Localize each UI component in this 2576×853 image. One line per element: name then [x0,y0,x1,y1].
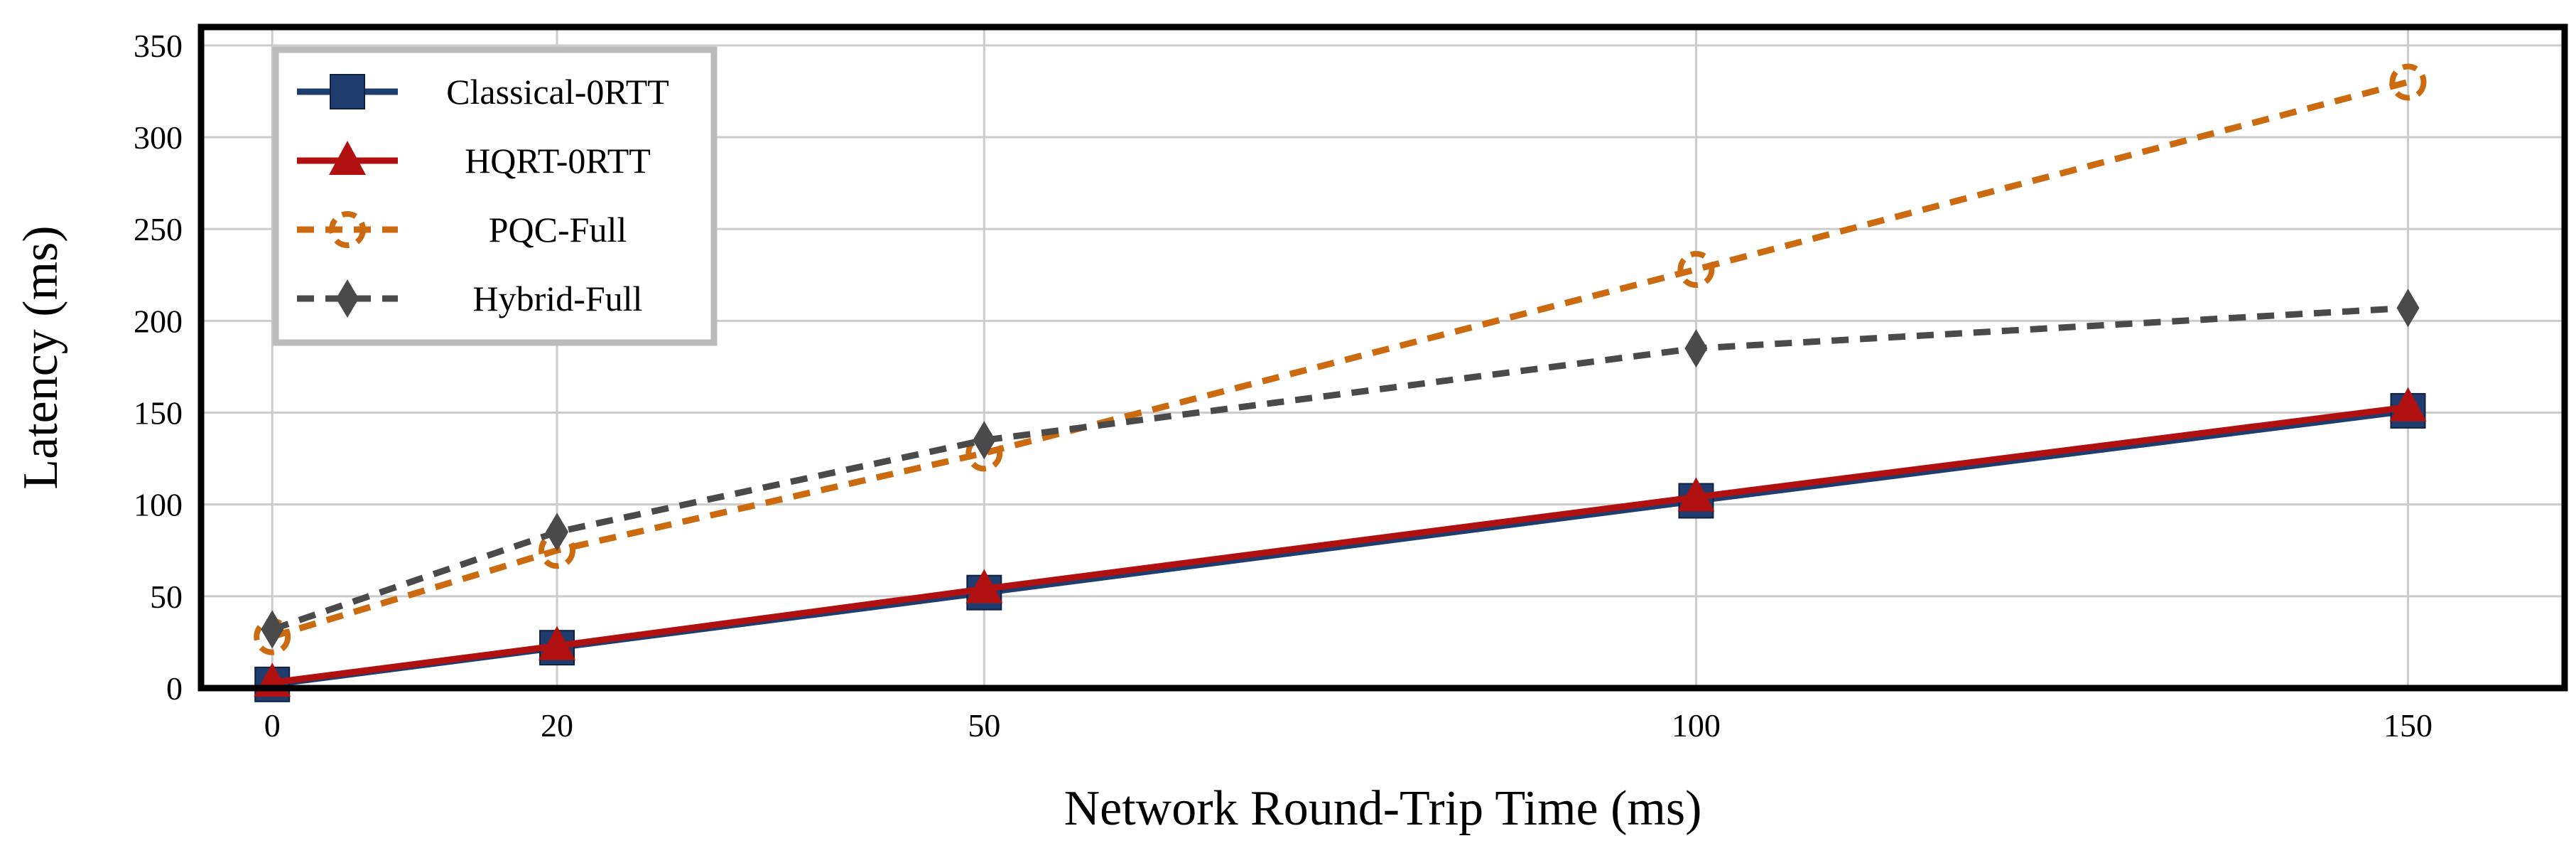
legend-label: Classical-0RTT [446,72,669,112]
x-tick-label: 20 [541,707,573,744]
pqc-marker [1677,251,1715,288]
hybrid-marker [546,513,569,552]
classical-marker [330,74,365,109]
series-line [271,404,2409,686]
plot-frame [197,23,2568,692]
series-area [254,63,2427,702]
legend-label: HQRT-0RTT [465,141,651,181]
y-tick-label: 150 [134,395,183,431]
hybrid-marker [2396,289,2420,328]
hqrt-marker [1677,477,1715,512]
y-tick-label: 350 [134,28,183,64]
hybrid-marker [336,279,359,318]
x-axis: 0 20 50 100 150 [264,707,2432,744]
series-line [271,79,2409,640]
legend: Classical-0RTT HQRT-0RTT PQC-Full Hybrid-Fu… [272,46,718,346]
legend-label: Hybrid-Full [473,279,643,318]
legend-label: PQC-Full [489,210,627,250]
series-line [271,304,2408,633]
x-axis-title: Network Round-Trip Time (ms) [1064,781,1702,836]
y-tick-label: 100 [134,487,183,523]
y-axis-title: Latency (ms) [13,225,68,489]
hqrt-marker [965,569,1003,603]
y-tick-label: 250 [134,211,183,247]
y-tick-label: 300 [134,119,183,156]
hqrt-marker [2389,387,2427,422]
hybrid-marker [261,610,284,649]
y-tick-label: 0 [166,670,183,707]
pqc-marker [2389,63,2427,101]
y-tick-label: 50 [150,579,183,615]
pqc-marker [329,211,366,248]
hqrt-marker [329,141,366,175]
x-tick-label: 100 [1672,707,1721,744]
x-tick-label: 150 [2383,707,2432,744]
y-axis: 0 50 100 150 200 250 300 350 [134,28,183,707]
y-tick-label: 200 [134,303,183,339]
hqrt-marker [539,626,576,660]
series-hybrid-full [261,289,2420,649]
hybrid-marker [1684,329,1708,368]
x-tick-label: 0 [264,707,281,744]
hybrid-marker [973,421,996,460]
x-tick-label: 50 [968,707,1000,744]
